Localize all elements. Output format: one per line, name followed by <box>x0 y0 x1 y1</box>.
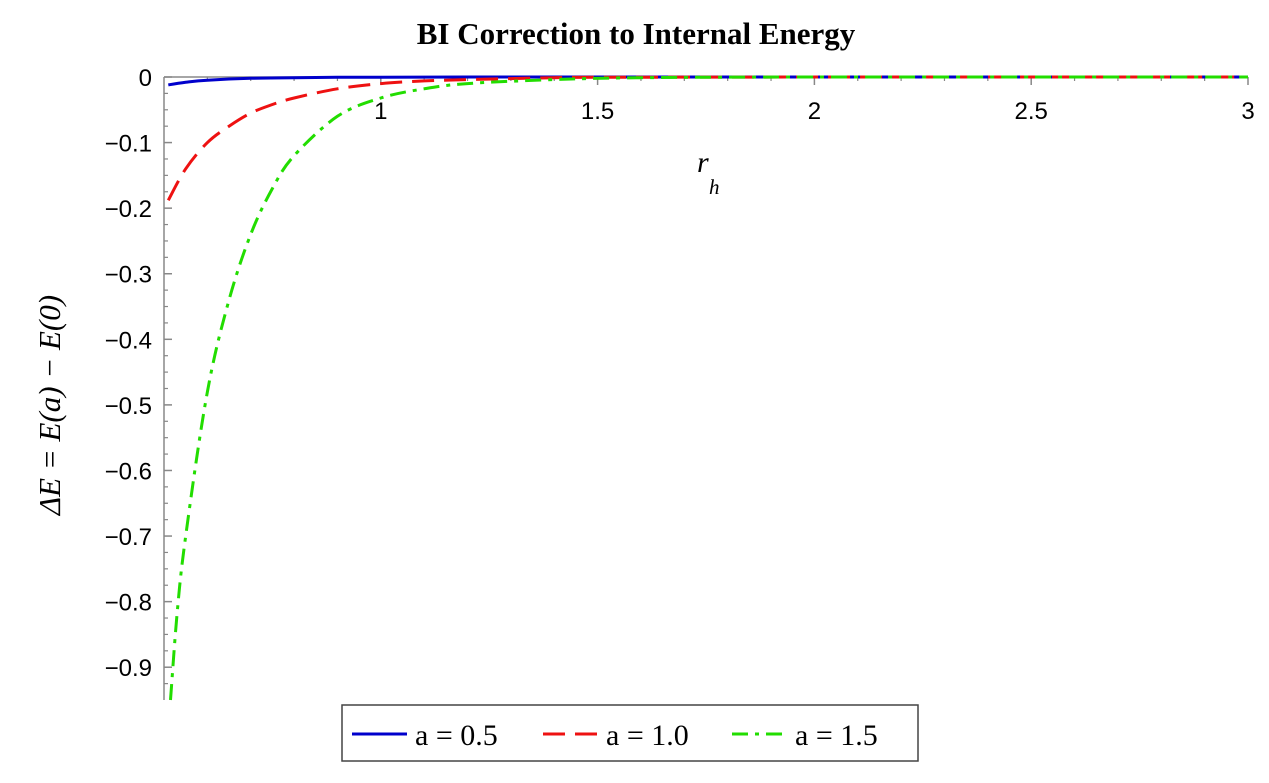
x-tick-label: 2 <box>808 98 821 125</box>
y-tick-label: −0.9 <box>105 655 152 682</box>
y-tick-label: −0.3 <box>105 262 152 289</box>
y-tick-label: −0.8 <box>105 590 152 617</box>
x-axis-label: r h <box>697 146 720 199</box>
y-tick-label: −0.2 <box>105 196 152 223</box>
y-tick-label: −0.6 <box>105 458 152 485</box>
x-tick-label: 1.5 <box>581 98 614 125</box>
chart-title: BI Correction to Internal Energy <box>417 16 856 51</box>
y-tick-label: −0.5 <box>105 393 152 420</box>
y-tick-label: −0.7 <box>105 524 152 551</box>
legend-box <box>341 704 919 762</box>
svg-text:h: h <box>709 175 720 199</box>
svg-text:r: r <box>697 146 709 179</box>
y-tick-label: −0.4 <box>105 327 152 354</box>
legend-label-3: a = 1.5 <box>795 719 878 752</box>
x-tick-label: 2.5 <box>1015 98 1048 125</box>
legend: a = 0.5 a = 1.0 a = 1.5 <box>341 704 919 762</box>
series-line-3 <box>169 75 1248 701</box>
y-tick-label: 0 <box>139 65 152 92</box>
plot-area: 0 −0.1 −0.2 −0.3 −0.4 −0.5 −0.6 −0.7 −0.8 −0.9 1 1.… <box>105 65 1255 701</box>
legend-label-1: a = 0.5 <box>415 719 498 752</box>
x-tick-label: 1 <box>374 98 387 125</box>
y-tick-label: −0.1 <box>105 131 152 158</box>
y-axis-label: ΔE = E(a) − E(0) <box>32 295 67 517</box>
x-tick-label: 3 <box>1241 98 1254 125</box>
legend-label-2: a = 1.0 <box>606 719 689 752</box>
